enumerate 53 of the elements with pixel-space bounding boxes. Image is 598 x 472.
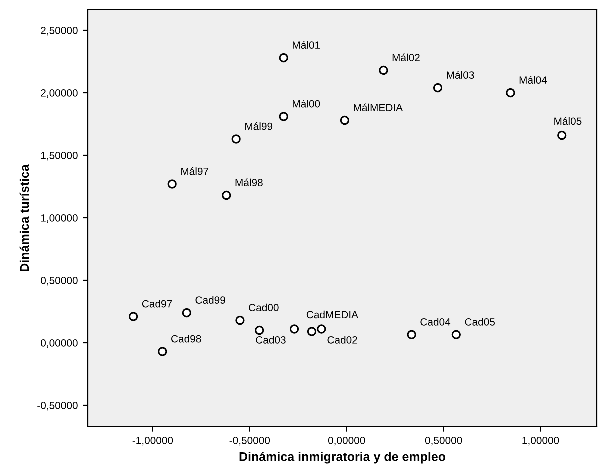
point	[236, 316, 245, 326]
point	[182, 308, 192, 318]
annotation: Mál04	[520, 76, 548, 84]
point	[168, 180, 177, 189]
y-tick-label: -0,50000	[38, 402, 78, 411]
point	[307, 327, 317, 336]
y-tick-label: 0,50000	[41, 277, 78, 286]
annotation: CadMEDIA	[306, 310, 358, 319]
annotation: Mál01	[293, 41, 320, 49]
x-tick-label: 0,00000	[328, 436, 366, 446]
annotation: Cad00	[249, 304, 279, 312]
y-tick-label: 0,00000	[41, 340, 78, 348]
point	[340, 116, 350, 126]
annotation: Cad02	[328, 336, 358, 344]
y-tick-label: 1,50000	[41, 152, 78, 161]
x-tick-label: -1,00000	[132, 436, 174, 446]
annotation: Mál03	[447, 71, 474, 79]
annotation: Cad99	[196, 296, 226, 304]
point	[255, 326, 264, 336]
annotation: Mál05	[554, 117, 582, 126]
y-axis-title: Dinámica turística	[20, 164, 30, 272]
annotation: Cad97	[142, 300, 172, 308]
point	[452, 330, 461, 340]
annotation: Cad03	[256, 336, 286, 344]
point	[129, 312, 138, 322]
point	[279, 53, 288, 63]
annotation: Cad05	[465, 318, 496, 326]
annotation: Mál02	[392, 54, 420, 62]
y-tick-label: 2,00000	[41, 90, 78, 98]
point	[232, 134, 241, 144]
annotation: Mál97	[182, 167, 209, 176]
point	[279, 112, 288, 122]
point	[317, 324, 326, 334]
point	[222, 190, 232, 200]
y-tick-label: 2,50000	[41, 27, 78, 36]
annotation: Cad04	[420, 318, 451, 326]
point	[407, 330, 416, 340]
annotation: MálMEDIA	[354, 104, 404, 112]
x-axis-title: Dinámica inmigratoria y de empleo	[240, 452, 446, 464]
x-tick-label: 1,00000	[522, 436, 560, 446]
y-tick-label: 1,00000	[41, 214, 78, 224]
x-tick-label: -0,50000	[230, 436, 270, 446]
annotation: Mál00	[293, 100, 320, 108]
annotation: Cad98	[172, 335, 202, 343]
point	[433, 83, 443, 93]
point	[379, 66, 388, 76]
annotation: Mál99	[246, 122, 273, 130]
point	[158, 347, 168, 356]
point	[558, 130, 567, 140]
point	[506, 88, 516, 98]
point	[290, 324, 300, 334]
x-tick-label: 0,50000	[425, 436, 462, 446]
annotation: Mál98	[236, 178, 263, 186]
